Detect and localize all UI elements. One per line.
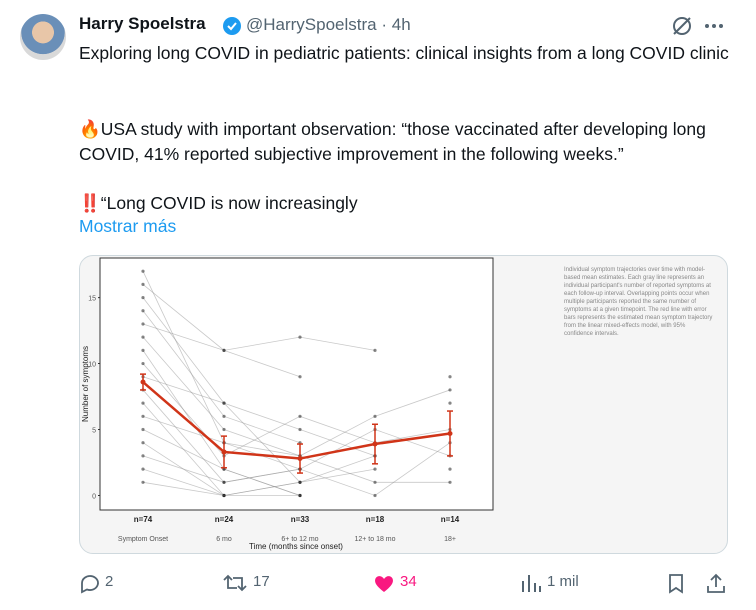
mean-point <box>297 456 303 462</box>
author-name[interactable]: Harry Spoelstra <box>79 14 206 33</box>
trajectory-point <box>222 493 226 498</box>
trajectory-point <box>373 414 377 418</box>
x-tick-label: 6+ to 12 mo <box>281 536 318 543</box>
trajectory-point <box>373 467 377 471</box>
reply-icon[interactable] <box>78 572 100 594</box>
reply-count[interactable]: 2 <box>105 573 114 590</box>
y-axis-label: Number of symptoms <box>81 346 90 422</box>
x-tick-label: 18+ <box>444 536 456 543</box>
trajectory-point <box>141 467 145 471</box>
mean-point <box>221 449 227 455</box>
trajectory-point <box>141 269 145 273</box>
count-label: n=18 <box>366 515 385 524</box>
trajectory-point <box>373 493 377 498</box>
like-count[interactable]: 34 <box>400 573 417 590</box>
trajectory-point <box>141 295 145 300</box>
x-tick-label: Symptom Onset <box>118 536 168 543</box>
x-tick-label: 6 mo <box>216 536 232 543</box>
views-icon[interactable] <box>520 572 542 594</box>
y-tick-label: 5 <box>92 428 96 435</box>
avatar[interactable] <box>20 14 66 60</box>
trajectory-point <box>222 348 226 352</box>
trajectory-point <box>448 375 452 379</box>
views-count[interactable]: 1 mil <box>547 573 579 590</box>
figure-caption: Individual symptom trajectories over tim… <box>564 267 713 337</box>
mean-point <box>140 379 146 385</box>
trajectory-point <box>222 401 226 405</box>
trajectory-point <box>141 335 145 339</box>
count-label: n=24 <box>215 515 234 524</box>
count-label: n=33 <box>291 515 310 524</box>
trajectory-point <box>298 427 302 432</box>
share-icon[interactable] <box>705 572 727 594</box>
tweet-text: ‼️“Long COVID is now increasingly <box>79 193 358 213</box>
trajectory-point <box>298 493 302 498</box>
repost-count[interactable]: 17 <box>253 573 270 590</box>
trajectory-point <box>141 309 145 313</box>
trajectory-line <box>142 323 376 351</box>
verified-badge <box>223 17 241 35</box>
trajectory-point <box>298 375 302 379</box>
trajectory-point <box>448 467 452 471</box>
mean-point <box>372 441 378 447</box>
trajectory-line <box>142 297 376 457</box>
trajectory-point <box>448 388 452 392</box>
trajectory-point <box>448 401 452 405</box>
trajectory-point <box>141 454 145 458</box>
trajectory-point <box>141 361 145 366</box>
trajectory-point <box>141 401 145 405</box>
y-tick-label: 15 <box>88 296 96 303</box>
trajectory-point <box>141 282 145 286</box>
trajectory-point <box>141 348 145 352</box>
trajectory-point <box>448 480 452 484</box>
plot-panel <box>99 257 494 511</box>
y-tick-label: 10 <box>88 362 96 369</box>
tweet-text: Exploring long COVID in pediatric patien… <box>79 43 729 63</box>
count-label: n=74 <box>134 515 153 524</box>
trajectory-point <box>141 322 145 326</box>
trajectory-point <box>373 480 377 484</box>
more-menu[interactable] <box>702 14 726 38</box>
grok-icon[interactable] <box>670 14 694 38</box>
trajectory-point <box>141 414 145 418</box>
show-more[interactable]: Mostrar más <box>79 216 177 236</box>
trajectory-point <box>141 441 145 445</box>
trajectory-point <box>298 335 302 339</box>
mean-point <box>447 430 453 436</box>
trajectory-point <box>298 480 302 484</box>
trajectory-point <box>141 427 145 432</box>
trajectory-point <box>222 480 226 484</box>
trajectory-point <box>222 427 226 432</box>
bookmark-icon[interactable] <box>665 572 687 594</box>
media-card[interactable]: 0 5 10 15 Number of symptoms Time (months sin… <box>79 255 728 554</box>
like-icon[interactable] <box>372 572 396 594</box>
repost-icon[interactable] <box>222 572 248 594</box>
x-tick-label: 12+ to 18 mo <box>354 536 395 543</box>
trajectory-line <box>142 442 376 496</box>
chart: 0 5 10 15 Number of symptoms Time (months sin… <box>81 257 494 551</box>
count-label: n=14 <box>441 515 460 524</box>
trajectory-point <box>373 348 377 352</box>
trajectory-line <box>142 376 376 483</box>
tweet-text: 🔥USA study with important observation: “… <box>79 119 706 164</box>
x-axis-label: Time (months since onset) <box>249 542 343 551</box>
handle-time[interactable]: @HarrySpoelstra · 4h <box>246 15 411 34</box>
trajectory-point <box>141 480 145 484</box>
trajectory-point <box>298 414 302 418</box>
trajectory-line <box>142 468 225 496</box>
trajectory-point <box>222 414 226 418</box>
y-tick-label: 0 <box>92 493 96 500</box>
